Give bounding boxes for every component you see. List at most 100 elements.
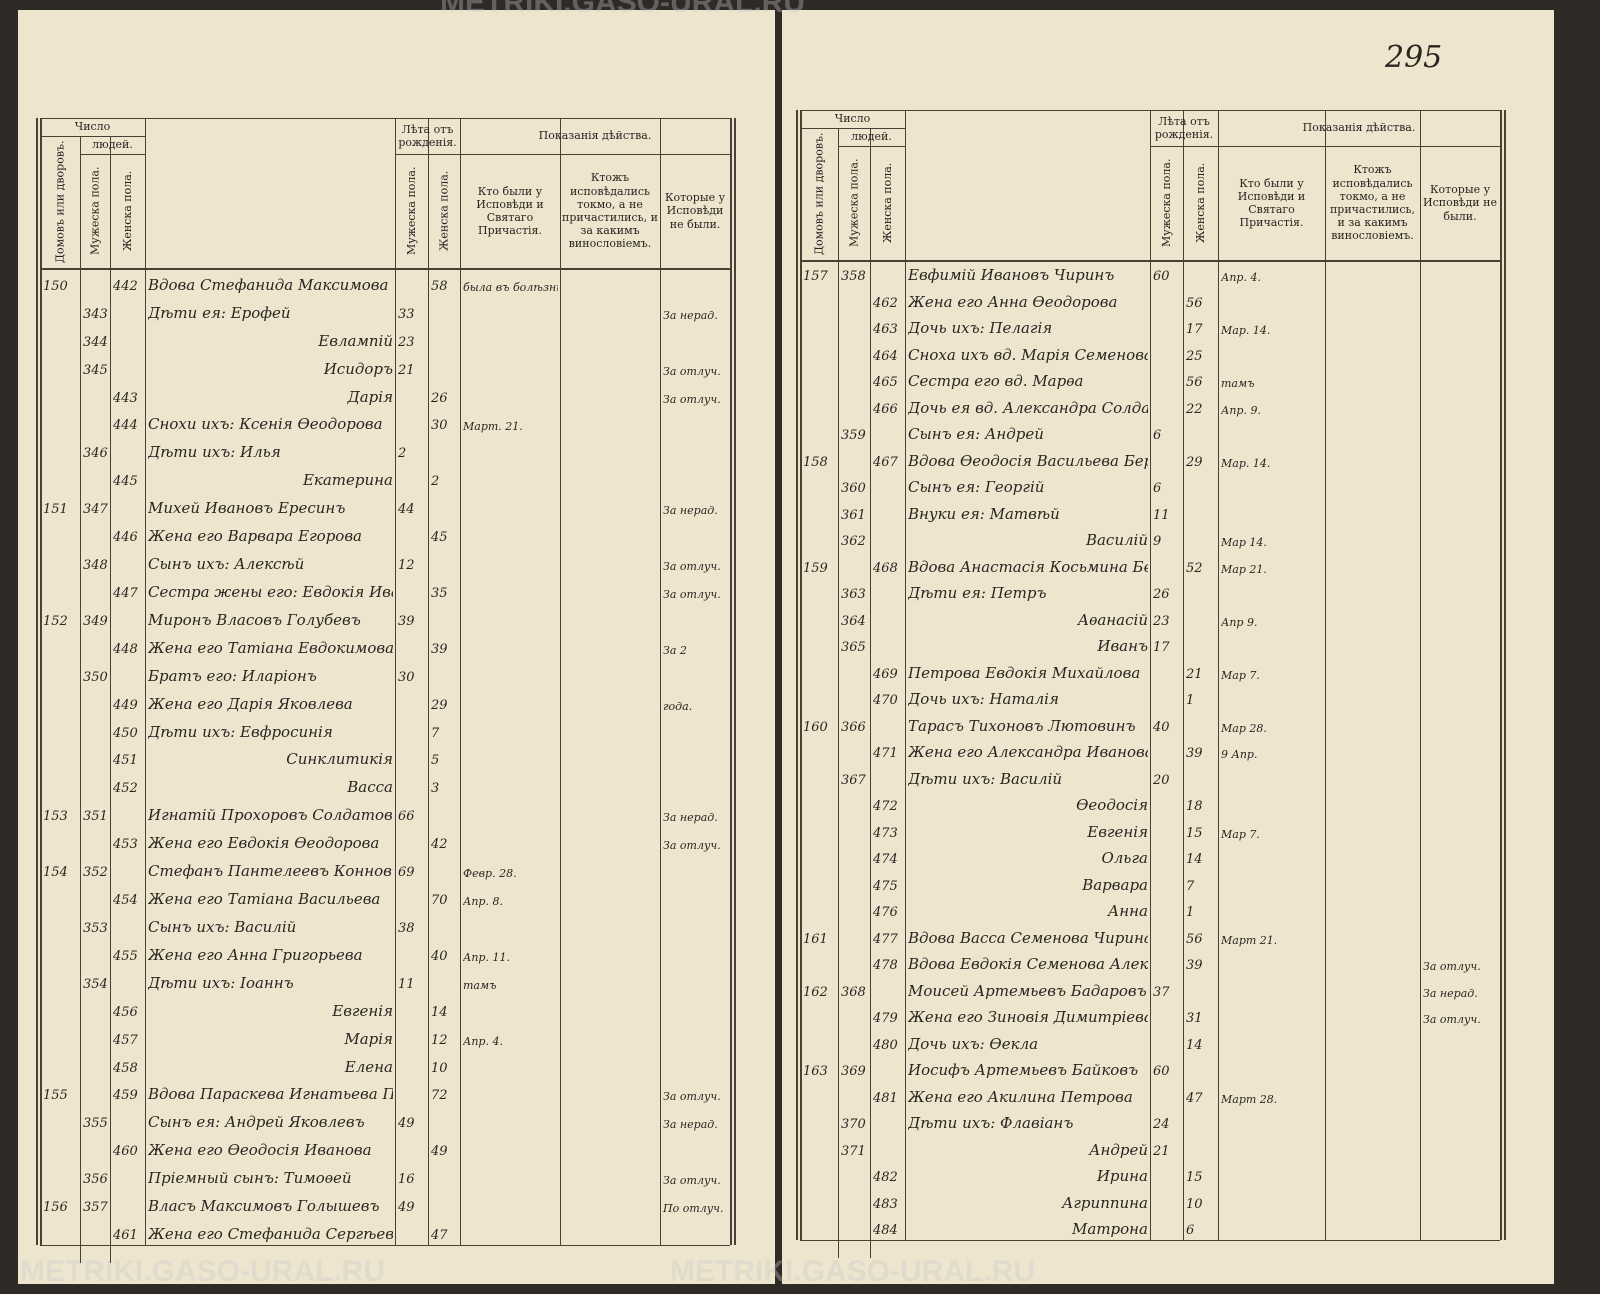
register-cell: Март. 21.	[463, 420, 523, 434]
register-cell: 472	[873, 799, 898, 815]
person-name: Дѣти ихъ: Евфросинія	[148, 722, 333, 741]
register-cell: За 2	[663, 643, 687, 657]
register-cell: 40	[1153, 719, 1170, 735]
register-cell: 66	[398, 809, 415, 825]
register-cell: 39	[398, 613, 415, 629]
register-cell: 479	[873, 1011, 898, 1027]
register-cell: 16	[398, 1172, 415, 1188]
person-name: Сноха ихъ вд. Марія Семенова	[908, 345, 1148, 364]
register-cell: 443	[113, 390, 138, 406]
person-name: Вдова Стефанида Максимова Чирина	[148, 275, 393, 294]
register-cell: 12	[398, 558, 415, 574]
register-cell: 360	[841, 481, 866, 497]
person-name: Васса	[347, 778, 393, 797]
rule	[730, 118, 732, 1245]
register-cell: 348	[83, 558, 108, 574]
person-name: Жена его Анна Григорьева	[148, 945, 363, 964]
rule	[36, 118, 38, 1245]
register-cell: 463	[873, 322, 898, 338]
rule	[800, 128, 905, 129]
person-name: Жена его Татіана Евдокимова	[148, 638, 393, 657]
rule	[460, 118, 461, 1245]
register-cell: Мар. 14.	[1221, 324, 1271, 338]
person-name: Дарія	[347, 387, 393, 406]
register-cell: 368	[841, 984, 866, 1000]
person-name: Евлампій	[318, 331, 393, 350]
register-cell: 153	[43, 809, 68, 825]
register-cell: За отлуч.	[663, 1090, 721, 1104]
column-header: Мужеска пола.	[847, 158, 861, 248]
register-cell: Мар 7.	[1221, 827, 1260, 841]
person-name: Жена его Дарія Яковлева	[148, 694, 353, 713]
person-name: Вдова Васса Семенова Чирина	[908, 928, 1148, 947]
register-cell: 483	[873, 1196, 898, 1212]
register-cell: 150	[43, 278, 68, 294]
register-cell: 364	[841, 613, 866, 629]
register-cell: 471	[873, 746, 898, 762]
register-cell: 37	[1153, 984, 1170, 1000]
register-cell: 3	[431, 781, 440, 797]
register-cell: 11	[398, 976, 415, 992]
register-cell: Апр. 8.	[463, 895, 503, 909]
register-cell: 39	[1186, 746, 1203, 762]
register-cell: 23	[1153, 613, 1170, 629]
register-cell: 356	[83, 1172, 108, 1188]
register-cell: 455	[113, 948, 138, 964]
person-name: Жена его Анна Ѳеодорова	[908, 292, 1118, 311]
register-cell: 357	[83, 1200, 108, 1216]
person-name: Власъ Максимовъ Голышевъ	[148, 1197, 380, 1216]
register-cell: 56	[1186, 295, 1203, 311]
register-cell: 366	[841, 719, 866, 735]
person-name: Сынъ ея: Андрей Яковлевъ	[148, 1113, 365, 1132]
register-cell: 454	[113, 893, 138, 909]
register-cell: 14	[1186, 852, 1203, 868]
register-cell: 345	[83, 362, 108, 378]
register-cell: 349	[83, 613, 108, 629]
register-cell: 343	[83, 306, 108, 322]
register-cell: 56	[1186, 931, 1203, 947]
register-cell: 158	[803, 454, 828, 470]
rule	[1500, 110, 1502, 1240]
person-name: Сестра его вд. Марѳа	[908, 372, 1084, 391]
person-name: Стефанъ Пантелеевъ Конновъ	[148, 862, 393, 881]
register-cell: 365	[841, 640, 866, 656]
register-cell: 25	[1186, 348, 1203, 364]
register-cell: 161	[803, 931, 828, 947]
register-cell: 52	[1186, 560, 1203, 576]
column-header: Мужеска пола.	[1159, 158, 1173, 248]
register-cell: 7	[431, 725, 440, 741]
person-name: Жена его Акилина Петрова	[908, 1087, 1133, 1106]
register-cell: 467	[873, 454, 898, 470]
rule	[838, 146, 905, 147]
rule	[1325, 110, 1326, 1240]
register-cell: 10	[1186, 1196, 1203, 1212]
person-name: Дочь ихъ: Ѳекла	[908, 1034, 1039, 1053]
rule	[40, 136, 145, 137]
column-header: Мужеска пола.	[88, 166, 102, 256]
register-cell: За отлуч.	[663, 1174, 721, 1188]
column-header: Женска пола.	[880, 162, 894, 244]
register-cell: 15	[1186, 825, 1203, 841]
register-cell: 2	[398, 446, 407, 462]
person-name: Петрова Евдокія Михайлова	[908, 663, 1141, 682]
register-cell: 17	[1153, 640, 1170, 656]
person-name: Евгенія	[332, 1001, 393, 1020]
register-cell: 456	[113, 1004, 138, 1020]
register-cell: 361	[841, 507, 866, 523]
rule	[110, 136, 111, 1263]
register-cell: 156	[43, 1200, 68, 1216]
register-cell: За нерад.	[663, 1118, 718, 1132]
register-cell: Март 21.	[1221, 933, 1278, 947]
person-name: Дѣти ихъ: Флавіанъ	[908, 1114, 1074, 1133]
rule	[1420, 110, 1421, 1240]
person-name: Миронъ Власовъ Голубевъ	[148, 610, 361, 629]
register-cell: 448	[113, 641, 138, 657]
register-cell: 1	[1186, 693, 1195, 709]
register-cell: 452	[113, 781, 138, 797]
register-cell: 35	[431, 585, 448, 601]
rule	[1218, 146, 1500, 147]
register-cell: Апр 9.	[1221, 615, 1258, 629]
rule	[40, 118, 42, 1245]
rule	[395, 154, 460, 155]
register-cell: За отлуч.	[663, 839, 721, 853]
